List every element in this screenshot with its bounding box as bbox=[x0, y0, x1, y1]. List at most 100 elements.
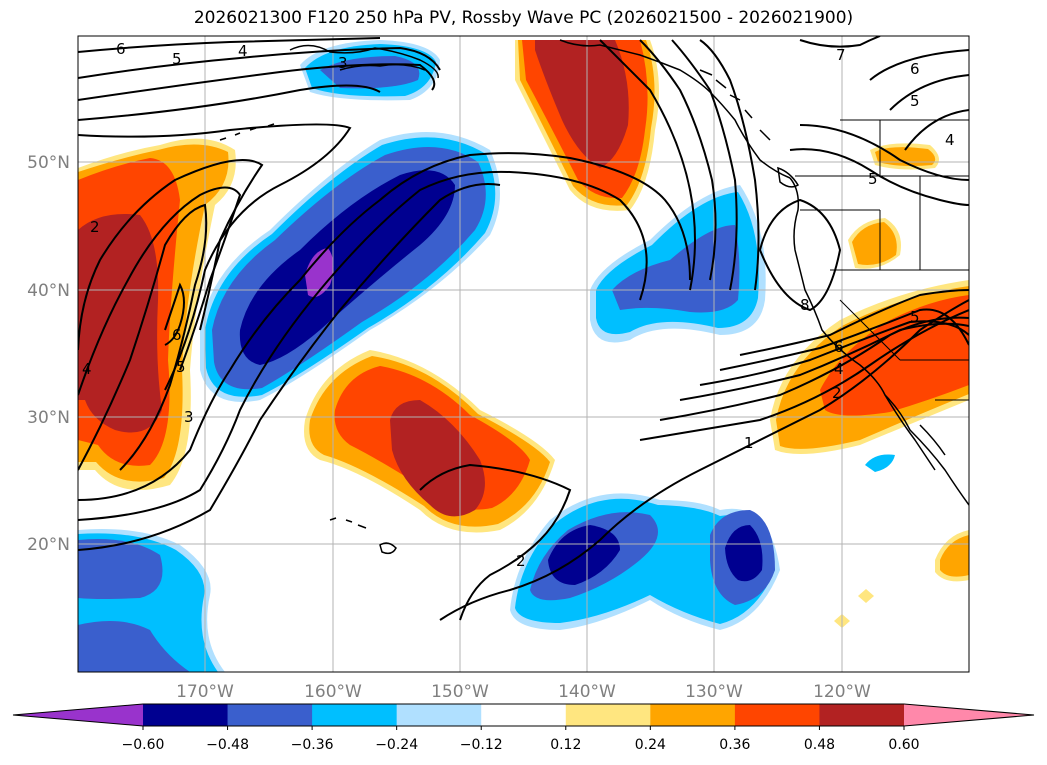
pv-contour bbox=[78, 84, 381, 121]
pv-contour bbox=[699, 320, 969, 386]
pv-contour bbox=[78, 123, 352, 391]
pv-contour bbox=[78, 63, 436, 101]
pv-contour bbox=[758, 198, 842, 312]
lon-label: 150°W bbox=[431, 682, 489, 702]
pv-contour bbox=[699, 39, 760, 291]
pv-contour bbox=[419, 463, 572, 621]
pv-contour bbox=[164, 282, 185, 346]
contour-label: 4 bbox=[945, 131, 955, 149]
contour-label: 6 bbox=[116, 40, 126, 58]
pv-contour bbox=[679, 322, 969, 401]
lat-label: 20°N bbox=[27, 535, 70, 555]
colorbar-tick-label: 0.48 bbox=[804, 737, 835, 753]
coastline-baja bbox=[884, 394, 946, 471]
contour-label: 5 bbox=[868, 170, 878, 188]
negative-anomaly-east bbox=[612, 225, 740, 313]
negative-anomaly-central bbox=[239, 170, 455, 365]
colorbar-tick-label: −0.48 bbox=[206, 737, 249, 753]
page-title: 2026021300 F120 250 hPa PV, Rossby Wave … bbox=[193, 8, 854, 28]
contour-label: 5 bbox=[176, 358, 186, 376]
contour-label: 2 bbox=[90, 218, 100, 236]
contour-label: 8 bbox=[800, 296, 810, 314]
coastline-aleutians bbox=[219, 123, 275, 141]
colorbar-tick-label: 0.60 bbox=[888, 737, 919, 753]
pv-contour bbox=[78, 170, 648, 521]
map-frame bbox=[77, 35, 970, 673]
contour-labels: 6 5 4 3 7 6 5 4 2 6 5 4 3 8 6 5 4 2 1 2 … bbox=[82, 40, 955, 570]
pv-contour bbox=[719, 308, 969, 371]
positive-anomaly-small bbox=[875, 147, 936, 166]
lon-label: 130°W bbox=[685, 682, 743, 702]
colorbar-segment bbox=[565, 704, 651, 726]
colorbar-tick-label: −0.60 bbox=[122, 737, 165, 753]
colorbar-tick-label: 0.12 bbox=[550, 737, 581, 753]
negative-anomaly-southwest bbox=[78, 539, 163, 599]
pv-contour bbox=[599, 39, 696, 291]
pv-contours bbox=[78, 36, 969, 621]
coastline-hawaii bbox=[329, 517, 397, 555]
colorbar: −0.60 −0.48 −0.36 −0.24 −0.12 0.12 0.24 0.36 0.4… bbox=[12, 703, 1035, 753]
coastline-vancouver-island bbox=[777, 166, 800, 188]
pv-contour bbox=[78, 159, 264, 351]
positive-anomaly-small bbox=[858, 589, 874, 603]
negative-anomaly-south bbox=[548, 525, 620, 585]
colorbar-extend-high bbox=[904, 704, 1034, 726]
colorbar-tick-label: −0.36 bbox=[291, 737, 334, 753]
contour-label: 2 bbox=[516, 552, 526, 570]
negative-anomaly-south bbox=[725, 525, 763, 582]
contour-label: 6 bbox=[910, 60, 920, 78]
lon-label: 160°W bbox=[304, 682, 362, 702]
pv-contour bbox=[78, 152, 691, 501]
colorbar-tick-label: −0.24 bbox=[375, 737, 418, 753]
pv-contour bbox=[799, 36, 881, 48]
positive-anomaly-west bbox=[78, 214, 162, 433]
colorbar-segment bbox=[650, 704, 736, 726]
contour-label: 6 bbox=[834, 338, 844, 356]
colorbar-segment bbox=[143, 704, 229, 726]
pv-contour bbox=[439, 299, 969, 621]
pv-contour bbox=[639, 39, 717, 281]
positive-anomaly-small bbox=[940, 535, 969, 577]
contour-label: 4 bbox=[834, 360, 844, 378]
pv-contour bbox=[639, 309, 969, 441]
coastline-alaska-peninsula bbox=[339, 63, 426, 71]
pv-contour bbox=[739, 289, 969, 356]
lat-label: 40°N bbox=[27, 281, 70, 301]
colorbar-segment bbox=[396, 704, 482, 726]
contour-label: 1 bbox=[744, 434, 754, 452]
colorbar-segment bbox=[227, 704, 313, 726]
contour-label: 5 bbox=[910, 92, 920, 110]
contour-label: 6 bbox=[172, 326, 182, 344]
pv-contour bbox=[789, 148, 969, 206]
positive-anomaly-central bbox=[390, 400, 485, 517]
anomaly-shading bbox=[78, 40, 969, 672]
colorbar-tick-label: 0.36 bbox=[719, 737, 750, 753]
contour-label: 7 bbox=[836, 46, 846, 64]
lon-label: 140°W bbox=[558, 682, 616, 702]
pv-contour bbox=[78, 183, 501, 551]
pv-contour bbox=[869, 49, 969, 81]
pv-contour bbox=[904, 109, 969, 151]
lat-label: 50°N bbox=[27, 153, 70, 173]
pv-contour bbox=[78, 37, 381, 53]
longitude-labels: 170°W 160°W 150°W 140°W 130°W 120°W bbox=[176, 682, 871, 702]
pv-contour bbox=[799, 124, 969, 181]
positive-anomaly-small bbox=[852, 222, 897, 265]
latitude-labels: 50°N 40°N 30°N 20°N bbox=[27, 153, 70, 555]
contour-label: 4 bbox=[238, 42, 248, 60]
colorbar-tick-label: 0.24 bbox=[635, 737, 666, 753]
contour-label: 5 bbox=[910, 308, 920, 326]
colorbar-segment bbox=[819, 704, 905, 726]
colorbar-segment bbox=[312, 704, 398, 726]
colorbar-extend-low bbox=[13, 704, 143, 726]
contour-label: 4 bbox=[82, 360, 92, 378]
contour-label: 3 bbox=[184, 408, 194, 426]
contour-label: 5 bbox=[172, 50, 182, 68]
negative-anomaly-southwest bbox=[78, 621, 190, 672]
lon-label: 120°W bbox=[813, 682, 871, 702]
negative-anomaly-central bbox=[305, 248, 334, 298]
lat-label: 30°N bbox=[27, 408, 70, 428]
contour-label: 3 bbox=[338, 54, 348, 72]
colorbar-segment bbox=[734, 704, 820, 726]
